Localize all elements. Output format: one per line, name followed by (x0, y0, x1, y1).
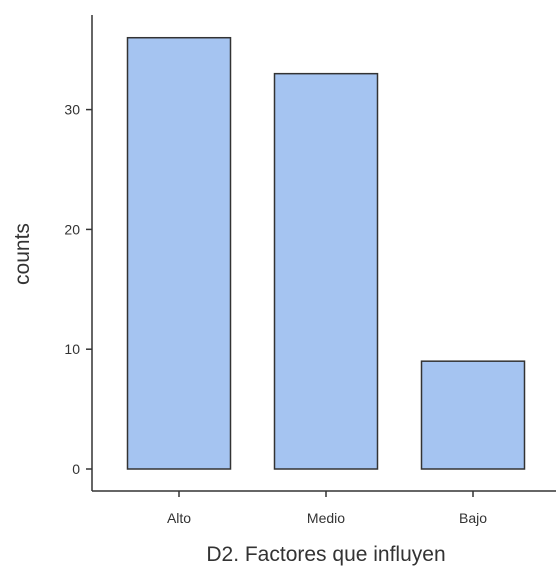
bar-medio (273, 72, 379, 470)
bar-bajo (420, 360, 526, 470)
bar-alto (126, 36, 232, 470)
y-tick-label-10: 10 (64, 341, 80, 357)
x-tick-label-alto: Alto (167, 510, 191, 526)
x-axis-ticks: Alto Medio Bajo (167, 491, 487, 526)
y-tick-label-30: 30 (64, 102, 80, 118)
bars-group (126, 36, 526, 470)
x-tick-label-medio: Medio (307, 510, 345, 526)
y-tick-label-0: 0 (72, 461, 80, 477)
x-axis-title: D2. Factores que influyen (206, 543, 445, 566)
y-axis-ticks: 0 10 20 30 (64, 102, 92, 477)
y-axis-title: counts (11, 223, 34, 285)
y-tick-label-20: 20 (64, 221, 80, 237)
x-tick-label-bajo: Bajo (459, 510, 487, 526)
